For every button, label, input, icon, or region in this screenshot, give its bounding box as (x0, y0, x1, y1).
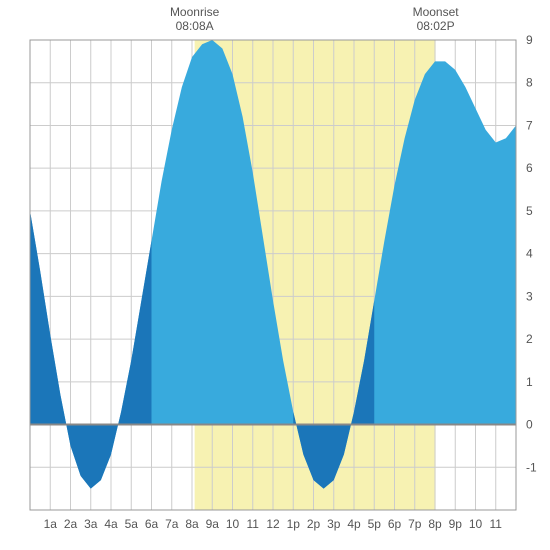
y-tick-label: 1 (526, 375, 533, 389)
x-tick-label: 10 (226, 517, 240, 531)
y-tick-label: 5 (526, 204, 533, 218)
tide-chart: 1a2a3a4a5a6a7a8a9a1011121p2p3p4p5p6p7p8p… (0, 0, 550, 550)
y-tick-label: 7 (526, 118, 533, 132)
x-tick-label: 2a (64, 517, 78, 531)
chart-svg: 1a2a3a4a5a6a7a8a9a1011121p2p3p4p5p6p7p8p… (0, 0, 550, 550)
x-tick-label: 9p (449, 517, 463, 531)
y-tick-label: 0 (526, 418, 533, 432)
x-tick-label: 10 (469, 517, 483, 531)
x-tick-label: 11 (247, 517, 260, 531)
x-tick-label: 5p (368, 517, 382, 531)
y-tick-label: -1 (526, 460, 537, 474)
x-tick-label: 7p (408, 517, 422, 531)
x-tick-label: 5a (125, 517, 139, 531)
x-tick-label: 8a (185, 517, 199, 531)
x-tick-label: 1a (44, 517, 58, 531)
x-tick-label: 3a (84, 517, 98, 531)
moonrise-time: 08:08A (176, 19, 214, 33)
x-tick-label: 12 (266, 517, 280, 531)
x-tick-label: 6p (388, 517, 402, 531)
x-tick-label: 1p (287, 517, 301, 531)
moonset-time: 08:02P (417, 19, 455, 33)
x-tick-label: 9a (206, 517, 220, 531)
y-tick-label: 8 (526, 76, 533, 90)
moonset-label: Moonset (413, 5, 460, 19)
x-tick-label: 4a (104, 517, 118, 531)
y-tick-label: 2 (526, 332, 533, 346)
y-tick-label: 9 (526, 33, 533, 47)
x-tick-label: 8p (428, 517, 442, 531)
moonrise-label: Moonrise (170, 5, 220, 19)
x-tick-label: 3p (327, 517, 341, 531)
y-tick-label: 4 (526, 247, 533, 261)
x-tick-label: 11 (490, 517, 503, 531)
x-tick-label: 6a (145, 517, 159, 531)
y-tick-label: 6 (526, 161, 533, 175)
x-tick-label: 2p (307, 517, 321, 531)
x-tick-label: 4p (347, 517, 361, 531)
y-tick-label: 3 (526, 289, 533, 303)
x-tick-label: 7a (165, 517, 179, 531)
